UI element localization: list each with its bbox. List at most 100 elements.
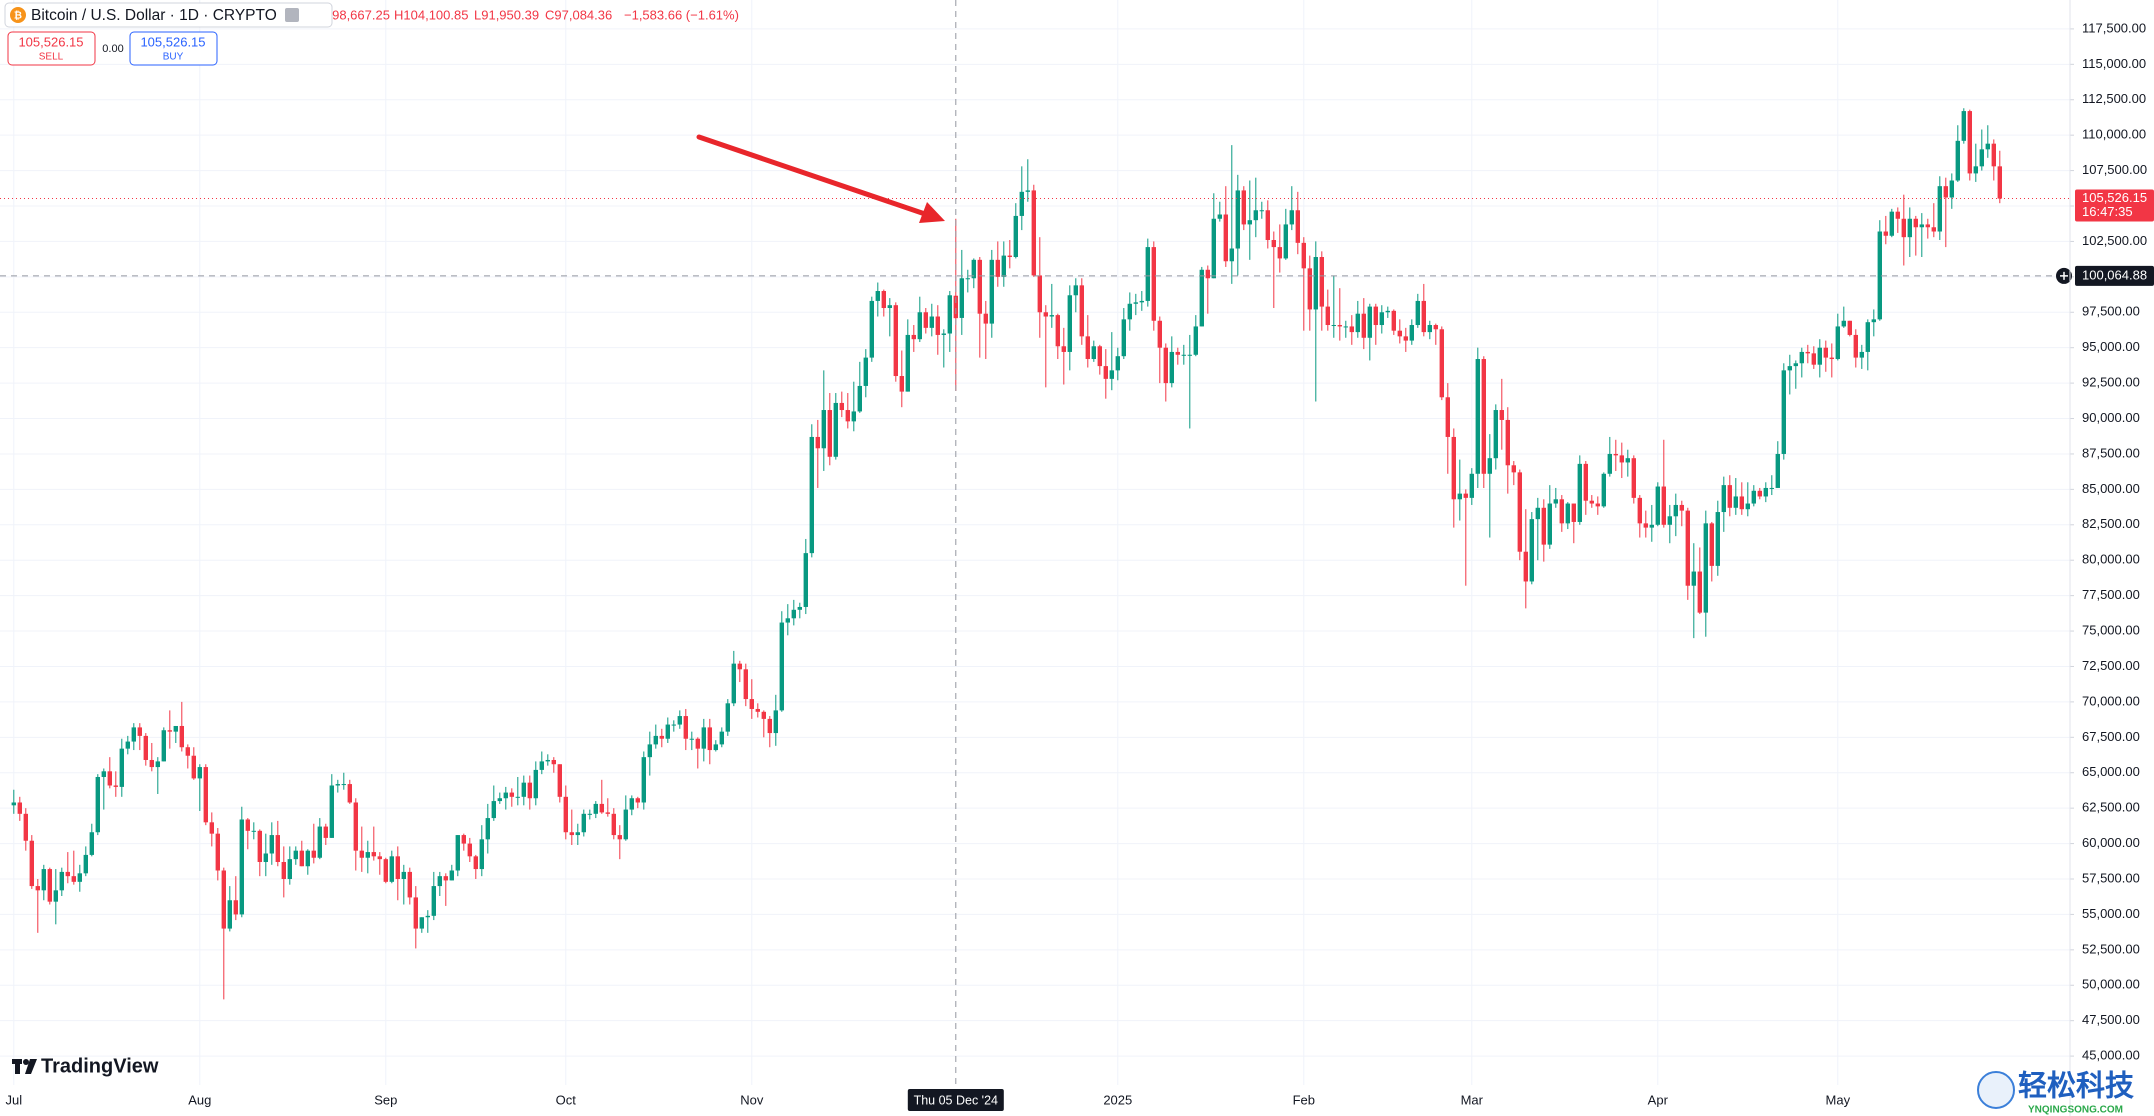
candle-body <box>1487 458 1492 474</box>
watermark-logo <box>1977 1071 2015 1109</box>
candle-body <box>299 850 304 867</box>
candle-body <box>1121 319 1126 357</box>
candle-body <box>287 859 292 879</box>
candle-body <box>1871 319 1876 323</box>
candle-body <box>1529 519 1534 582</box>
candle-body <box>599 803 604 813</box>
candle-body <box>1739 496 1744 510</box>
x-tick-label: Nov <box>740 1092 764 1107</box>
x-tick-label: Feb <box>1293 1092 1315 1107</box>
candle-body <box>455 835 460 871</box>
candle-body <box>1787 366 1792 371</box>
candle-body <box>905 334 910 392</box>
candle-body <box>521 782 526 797</box>
candle-body <box>677 716 682 725</box>
symbol-box[interactable] <box>4 2 333 28</box>
candle-body <box>1835 326 1840 360</box>
candle-body <box>413 897 418 929</box>
y-tick-label: 47,500.00 <box>2082 1012 2140 1027</box>
candle-body <box>1523 551 1528 582</box>
candle-body <box>293 850 298 860</box>
candle-body <box>1385 310 1390 313</box>
candle-body <box>1433 325 1438 330</box>
candle-body <box>533 769 538 799</box>
watermark: 轻松科技 YNQINGSONG.COM <box>1977 1070 2134 1116</box>
candle-body <box>11 802 16 806</box>
y-tick-label: 70,000.00 <box>2082 693 2140 708</box>
candle-body <box>389 856 394 882</box>
candle-body <box>1715 512 1720 566</box>
candle-body <box>371 852 376 857</box>
candle-body <box>545 759 550 762</box>
candle-body <box>971 259 976 279</box>
y-tick-label: 87,500.00 <box>2082 445 2140 460</box>
candle-body <box>1349 326 1354 333</box>
candle-body <box>581 813 586 833</box>
candle-body <box>917 312 922 340</box>
watermark-text: 轻松科技 <box>2018 1070 2134 1103</box>
candle-body <box>1937 186 1942 232</box>
candle-body <box>1793 363 1798 367</box>
candle-body <box>1253 210 1258 221</box>
candle-body <box>1721 485 1726 513</box>
candle-body <box>425 915 430 918</box>
candle-body <box>125 741 130 749</box>
candle-body <box>23 813 28 841</box>
candle-body <box>947 295 952 334</box>
candle-body <box>1193 326 1198 355</box>
candle-body <box>1589 500 1594 504</box>
candle-body <box>1439 329 1444 398</box>
candle-body <box>83 854 88 874</box>
bitcoin-icon-glyph: ₿ <box>14 10 22 22</box>
buy-button[interactable] <box>129 31 218 66</box>
candle-body <box>1883 231 1888 236</box>
candle-body <box>215 833 220 871</box>
candle-body <box>653 735 658 745</box>
candle-body <box>1409 325 1414 341</box>
candle-body <box>353 802 358 851</box>
candle-body <box>53 890 58 902</box>
candle-body <box>1475 359 1480 474</box>
candle-body <box>317 826 322 858</box>
candle-body <box>179 725 184 748</box>
candle-body <box>191 755 196 779</box>
candle-body <box>1229 248 1234 262</box>
candle-body <box>1799 351 1804 364</box>
candle-body <box>761 711 766 719</box>
bitcoin-icon <box>10 7 26 23</box>
candle-body <box>1403 336 1408 341</box>
candle-body <box>587 813 592 815</box>
candle-body <box>335 784 340 786</box>
legend-high: H104,100.85 <box>394 7 468 22</box>
sell-button[interactable] <box>7 31 96 66</box>
candle-body <box>539 761 544 770</box>
candles <box>11 108 2002 1000</box>
symbol-title: Bitcoin / U.S. Dollar · 1D · CRYPTO <box>31 7 277 24</box>
candle-body <box>1181 354 1186 356</box>
crosshair-price-label: 100,064.88 <box>2082 267 2147 282</box>
candle-body <box>1319 257 1324 307</box>
candle-body <box>437 876 442 887</box>
watermark-url: YNQINGSONG.COM <box>2028 1105 2123 1116</box>
candle-body <box>1913 218 1918 228</box>
candle-body <box>1919 224 1924 228</box>
candle-body <box>257 830 262 862</box>
candle-body <box>683 716 688 739</box>
candle-body <box>737 663 742 670</box>
candle-body <box>167 730 172 732</box>
candle-body <box>221 870 226 929</box>
candle-body <box>911 334 916 340</box>
candle-body <box>827 410 832 457</box>
candle-body <box>1001 255 1006 277</box>
candle-body <box>797 606 802 610</box>
candle-body <box>1847 320 1852 335</box>
candle-body <box>1163 347 1168 384</box>
candle-body <box>1709 523 1714 566</box>
candle-body <box>269 835 274 854</box>
y-tick-label: 50,000.00 <box>2082 977 2140 992</box>
candle-body <box>1469 473 1474 498</box>
candle-body <box>629 798 634 810</box>
x-tick-label: Mar <box>1461 1092 1484 1107</box>
candle-body <box>1175 351 1180 355</box>
candle-body <box>593 803 598 814</box>
